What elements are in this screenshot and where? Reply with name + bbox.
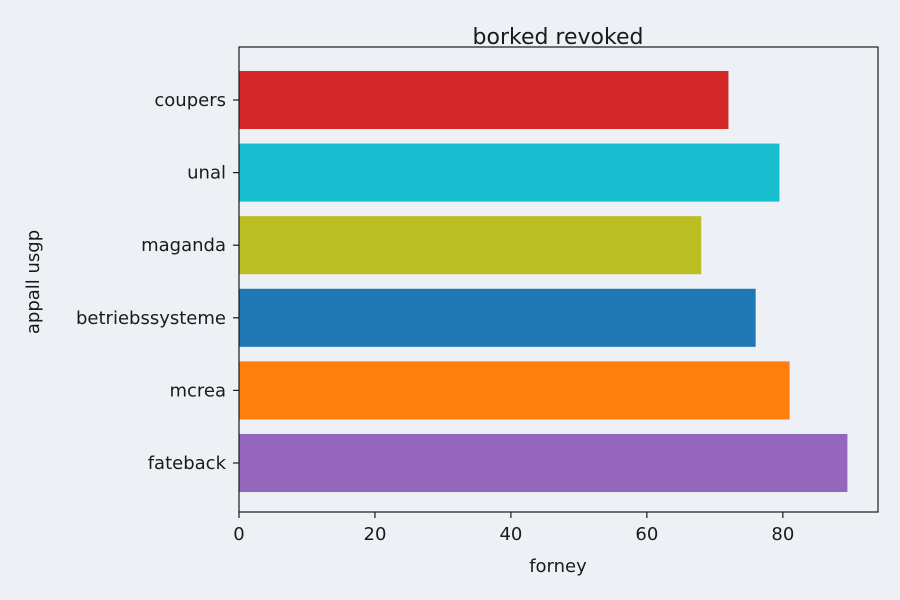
y-tick-label: coupers bbox=[154, 90, 226, 111]
x-tick-label: 60 bbox=[635, 524, 658, 545]
bar-coupers bbox=[239, 70, 729, 130]
x-axis-label: forney bbox=[529, 556, 587, 577]
y-tick-label: maganda bbox=[141, 235, 226, 256]
y-tick-label: mcrea bbox=[169, 380, 226, 401]
bar-betriebssysteme bbox=[239, 288, 756, 347]
y-tick-label: fateback bbox=[148, 453, 227, 474]
y-tick-label: betriebssysteme bbox=[76, 308, 226, 329]
plot-frame bbox=[238, 46, 879, 513]
x-tick-label: 0 bbox=[233, 524, 244, 545]
y-tick-label: unal bbox=[187, 163, 226, 184]
x-tick-label: 40 bbox=[499, 524, 522, 545]
x-tick-label: 80 bbox=[771, 524, 794, 545]
bar-fateback bbox=[239, 433, 848, 493]
x-tick-label: 20 bbox=[364, 524, 387, 545]
chart-title: borked revoked bbox=[473, 25, 644, 50]
bars bbox=[239, 70, 848, 493]
x-axis-ticks: 0 20 40 60 80 bbox=[233, 512, 794, 545]
bar-mcrea bbox=[239, 361, 790, 420]
y-axis-ticks: coupers unal maganda betriebssysteme mcrea fa… bbox=[76, 90, 239, 474]
bar-unal bbox=[239, 143, 780, 202]
bar-maganda bbox=[239, 216, 702, 275]
y-axis-label: appall usgp bbox=[23, 230, 44, 334]
